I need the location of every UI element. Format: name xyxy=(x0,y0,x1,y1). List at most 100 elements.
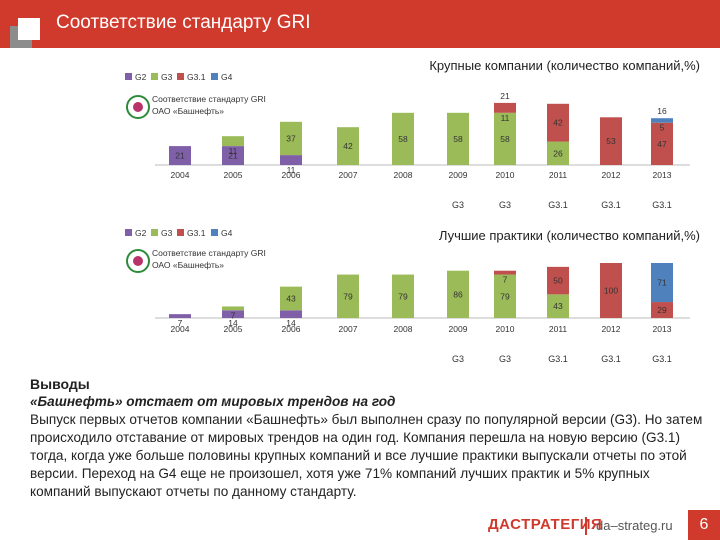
chart2-bashneft-version-2009: G3 xyxy=(452,354,464,364)
chart2-bar-2004-g2 xyxy=(169,314,191,318)
chart1-data-label-2004-g2: 21 xyxy=(175,151,185,161)
chart2-year-label-2013: 2013 xyxy=(653,324,672,334)
chart1-year-label-2010: 2010 xyxy=(496,170,515,180)
header-bar: Соответствие стандарту GRI xyxy=(0,0,720,48)
chart2-bar-2010-g3 xyxy=(494,274,516,318)
chart1-data-label-2010-g3: 58 xyxy=(500,134,510,144)
chart2-legend-label-g3: G3 xyxy=(161,228,173,238)
chart2-year-label-2009: 2009 xyxy=(449,324,468,334)
chart2-bashneft-version-2013: G3.1 xyxy=(652,354,672,364)
chart1-year-label-2006: 2006 xyxy=(282,170,301,180)
chart2-bar-2013-g4 xyxy=(651,263,673,303)
chart2-legend-swatch-g3 xyxy=(151,229,158,236)
chart2-bar-2007-g3 xyxy=(337,274,359,318)
chart1-bar-2011-g3-1 xyxy=(547,103,569,142)
chart2-year-label-2006: 2006 xyxy=(282,324,301,334)
chart2-legend-label-g4: G4 xyxy=(221,228,233,238)
chart1-data-label-2005-g2: 21 xyxy=(228,151,238,161)
chart2-data-label-2010-g3-1: 7 xyxy=(503,275,508,285)
chart2-data-label-2011-g3-1: 50 xyxy=(553,276,563,286)
chart2-year-label-2011: 2011 xyxy=(549,324,568,334)
chart2-data-label-2006-g2: 14 xyxy=(286,318,296,328)
chart2-data-label-2004-g2: 7 xyxy=(178,318,183,328)
chart2-bar-2012-g3-1 xyxy=(600,263,622,318)
chart2-year-label-2010: 2010 xyxy=(496,324,515,334)
chart1-year-label-2005: 2005 xyxy=(224,170,243,180)
chart1-data-label-2011-g3: 26 xyxy=(553,148,563,158)
footer-divider xyxy=(585,517,587,535)
chart2-data-label-2013-g4: 71 xyxy=(657,278,667,288)
chart2-bashneft-version-2011: G3.1 xyxy=(548,354,568,364)
chart2-data-label-2010-g3: 79 xyxy=(500,291,510,301)
chart2-data-label-2005-g2: 14 xyxy=(228,318,238,328)
chart2-badge-label-line1: Соответствие стандарту GRI xyxy=(152,248,266,258)
chart2-data-label-2008-g3: 79 xyxy=(398,291,408,301)
chart2-legend-label-g2: G2 xyxy=(135,228,147,238)
chart2-bar-2005-g2 xyxy=(222,310,244,318)
chart2-year-label-2008: 2008 xyxy=(394,324,413,334)
brand-logo: ДАСТРАТЕГИЯ xyxy=(488,516,603,533)
chart2-data-label-2005-g3: 7 xyxy=(231,310,236,320)
chart1-data-label-2008-g3: 58 xyxy=(398,134,408,144)
chart2-bar-2008-g3 xyxy=(392,274,414,318)
conclusions-block: Выводы «Башнефть» отстает от мировых тре… xyxy=(30,375,710,501)
chart2-bar-2009-g3 xyxy=(447,270,469,318)
chart1-data-label-2009-g3: 58 xyxy=(453,134,463,144)
chart2-badge-icon-center xyxy=(133,256,143,266)
chart2-data-label-2006-g3: 43 xyxy=(286,293,296,303)
chart1-data-label-2006-g2: 11 xyxy=(287,165,296,175)
chart1-bar-2013-g4 xyxy=(651,118,673,123)
chart1-bar-2013-g3-1 xyxy=(651,122,673,165)
chart1-legend-label-g4: G4 xyxy=(221,72,233,82)
chart1-data-label-2011-g3-1: 42 xyxy=(553,118,563,128)
chart1-legend-label-g2: G2 xyxy=(135,72,147,82)
chart2-data-label-2013-g3-1: 29 xyxy=(657,305,667,315)
page-number: 6 xyxy=(688,510,720,540)
chart1-legend-swatch-g3-1 xyxy=(177,73,184,80)
chart1-badge-label-line1: Соответствие стандарту GRI xyxy=(152,94,266,104)
chart1-bashneft-version-2012: G3.1 xyxy=(601,200,621,210)
chart1-year-label-2009: 2009 xyxy=(449,170,468,180)
site-link[interactable]: da–strateg.ru xyxy=(596,518,673,533)
chart1-year-label-2013: 2013 xyxy=(653,170,672,180)
chart1-year-label-2011: 2011 xyxy=(549,170,568,180)
chart1-data-label-2012-g3-1: 53 xyxy=(606,136,616,146)
chart1-legend-label-g3-1: G3.1 xyxy=(187,72,206,82)
chart1-bar-2006-g3 xyxy=(280,121,302,156)
chart1-legend-swatch-g3 xyxy=(151,73,158,80)
chart2-bar-2006-g2 xyxy=(280,310,302,318)
chart1-bar-2006-g2 xyxy=(280,155,302,165)
chart2-bar-2013-g3-1 xyxy=(651,302,673,318)
chart1-bar-2007-g3 xyxy=(337,127,359,165)
chart2-year-label-2007: 2007 xyxy=(339,324,358,334)
chart2-legend-swatch-g3-1 xyxy=(177,229,184,236)
page-title: Соответствие стандарту GRI xyxy=(56,12,311,33)
chart2-legend-label-g3-1: G3.1 xyxy=(187,228,206,238)
chart2-bar-2006-g3 xyxy=(280,286,302,311)
chart1-badge-icon-center xyxy=(133,102,143,112)
chart1-bar-2012-g3-1 xyxy=(600,117,622,165)
chart1-data-label-2013-g4: 5 xyxy=(660,123,665,133)
chart1-year-label-2007: 2007 xyxy=(339,170,358,180)
chart2-badge-label-line2: ОАО «Башнефть» xyxy=(152,260,224,270)
logo-icon xyxy=(10,18,40,48)
chart2-bar-2005-g3 xyxy=(222,306,244,311)
chart1-extra-label-2010: 21 xyxy=(500,91,510,101)
chart1-legend-swatch-g4 xyxy=(211,73,218,80)
chart2-bashneft-version-2010: G3 xyxy=(499,354,511,364)
conclusions-text: Выпуск первых отчетов компании «Башнефть… xyxy=(30,412,703,499)
chart1-data-label-2013-g3-1: 47 xyxy=(657,139,667,149)
charts-canvas: Крупные компании (количество компаний,%)… xyxy=(125,58,700,364)
chart1-data-label-2005-g3: 11 xyxy=(229,146,238,156)
conclusions-subheading: «Башнефть» отстает от мировых трендов на… xyxy=(30,394,396,409)
chart2-bashneft-version-2012: G3.1 xyxy=(601,354,621,364)
chart1-bar-2010-g3 xyxy=(494,112,516,165)
chart2-year-label-2004: 2004 xyxy=(171,324,190,334)
chart1-badge-label-line2: ОАО «Башнефть» xyxy=(152,106,224,116)
chart1-bar-2004-g2 xyxy=(169,146,191,165)
chart1-legend-label-g3: G3 xyxy=(161,72,173,82)
chart2-bar-2010-g3-1 xyxy=(494,270,516,275)
chart1-year-label-2004: 2004 xyxy=(171,170,190,180)
chart1-bashneft-version-2010: G3 xyxy=(499,200,511,210)
chart1-bar-2010-g3-1 xyxy=(494,102,516,113)
